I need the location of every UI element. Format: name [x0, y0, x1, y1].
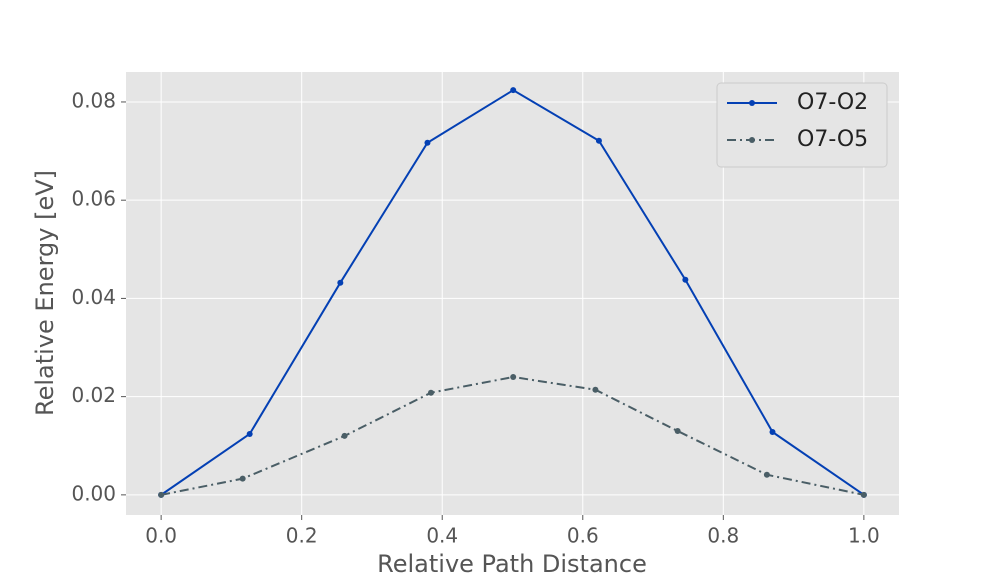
- x-tick-label: 0.2: [286, 524, 318, 548]
- data-point: [246, 430, 253, 437]
- x-tick-label: 1.0: [848, 524, 880, 548]
- data-point: [158, 491, 165, 498]
- data-point: [592, 386, 599, 393]
- x-tick-label: 0.6: [567, 524, 599, 548]
- x-tick-label: 0.0: [145, 524, 177, 548]
- y-tick-label: 0.08: [71, 88, 116, 112]
- legend-label: O7-O5: [797, 127, 868, 152]
- data-point: [424, 139, 431, 146]
- data-point: [674, 428, 681, 435]
- legend-marker: [749, 137, 755, 143]
- y-tick-label: 0.06: [71, 187, 116, 211]
- legend-marker: [749, 100, 755, 106]
- data-point: [337, 279, 344, 286]
- data-point: [510, 87, 517, 94]
- data-point: [763, 471, 770, 478]
- legend: O7-O2 O7-O5: [716, 82, 888, 168]
- y-tick-label: 0.00: [71, 481, 116, 505]
- data-point: [427, 389, 434, 396]
- series-line: [160, 375, 865, 496]
- data-point: [860, 491, 867, 498]
- data-point: [595, 137, 602, 144]
- y-tick-label: 0.02: [71, 383, 116, 407]
- x-axis-label: Relative Path Distance: [377, 550, 647, 578]
- data-point: [510, 373, 517, 380]
- y-tick-label: 0.04: [71, 285, 116, 309]
- y-axis-label: Relative Energy [eV]: [31, 170, 59, 416]
- data-point: [239, 475, 246, 482]
- data-point: [341, 432, 348, 439]
- x-tick-label: 0.8: [707, 524, 739, 548]
- data-point: [769, 428, 776, 435]
- data-point: [682, 276, 689, 283]
- x-tick-label: 0.4: [426, 524, 458, 548]
- legend-label: O7-O2: [797, 90, 868, 115]
